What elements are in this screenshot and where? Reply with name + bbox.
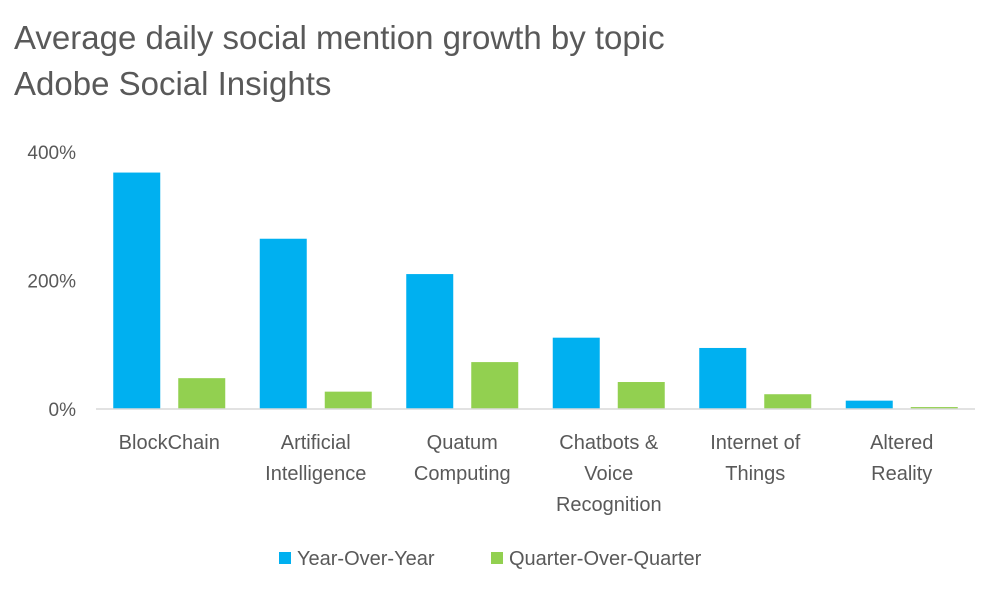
x-category-label: Altered <box>870 432 933 454</box>
x-category-label: Intelligence <box>265 463 366 485</box>
bar-year-over-year <box>845 400 893 409</box>
x-category-label: Quatum <box>427 432 498 454</box>
chart-subtitle: Adobe Social Insights <box>14 65 332 102</box>
legend-label: Quarter-Over-Quarter <box>509 548 702 570</box>
x-category-label: Reality <box>871 463 932 485</box>
bar-year-over-year <box>113 172 161 409</box>
bar-year-over-year <box>259 238 307 409</box>
x-category-label: BlockChain <box>119 432 220 454</box>
x-category-label: Recognition <box>556 494 662 516</box>
chart-title: Average daily social mention growth by t… <box>14 19 665 56</box>
x-category-label: Voice <box>584 463 633 485</box>
bar-year-over-year <box>552 337 600 409</box>
bar-quarter-over-quarter <box>324 391 372 409</box>
x-category-label: Internet of <box>710 432 801 454</box>
y-tick-label: 400% <box>27 143 76 164</box>
bar-year-over-year <box>406 274 454 409</box>
bar-year-over-year <box>699 347 747 409</box>
y-tick-label: 200% <box>27 272 76 293</box>
y-tick-label: 0% <box>49 400 77 421</box>
bar-quarter-over-quarter <box>471 362 519 409</box>
legend-label: Year-Over-Year <box>297 548 435 570</box>
bar-quarter-over-quarter <box>178 378 226 409</box>
category-labels: BlockChain Artificial Intelligence Quatum Co… <box>119 432 934 516</box>
x-category-label: Artificial <box>281 432 351 454</box>
bar-groups <box>113 172 958 409</box>
x-category-label: Computing <box>414 463 511 485</box>
bar-quarter-over-quarter <box>617 382 665 409</box>
x-category-label: Things <box>725 463 785 485</box>
legend: Year-Over-Year Quarter-Over-Quarter <box>279 548 702 570</box>
legend-swatch <box>491 552 503 564</box>
x-category-label: Chatbots & <box>559 432 659 454</box>
bar-quarter-over-quarter <box>910 407 958 409</box>
y-axis-ticks: 0% 200% 400% <box>27 143 76 421</box>
legend-swatch <box>279 552 291 564</box>
bar-quarter-over-quarter <box>764 394 812 409</box>
